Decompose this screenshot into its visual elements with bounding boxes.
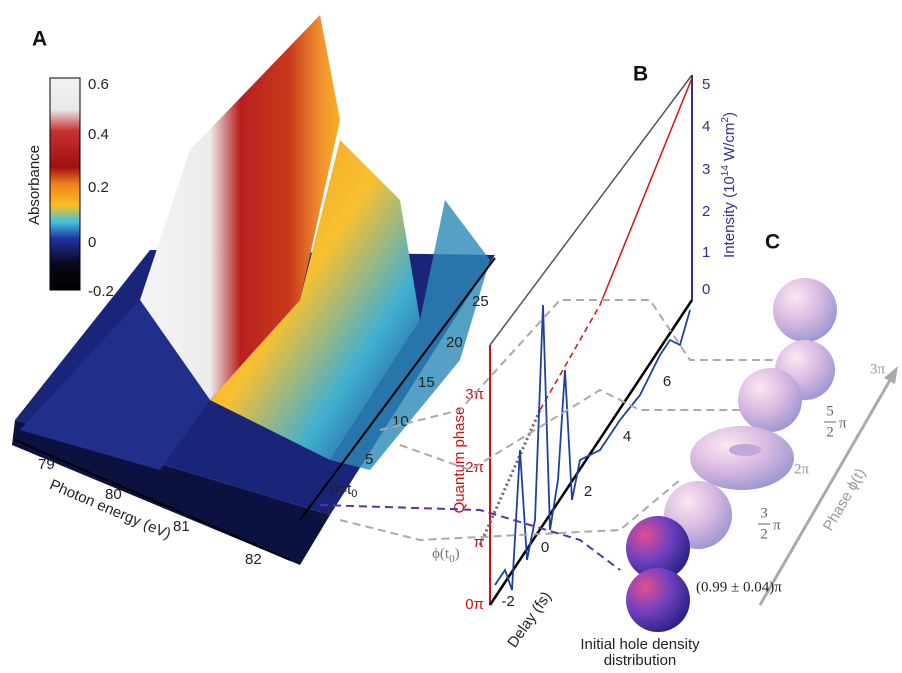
phase-tick: 0π bbox=[465, 596, 484, 613]
intensity-tick: 0 bbox=[702, 281, 710, 298]
delay-tick: 25 bbox=[472, 293, 489, 310]
phase-label: 2π bbox=[794, 461, 810, 477]
arrow-label: Phase ϕ(t) bbox=[820, 465, 869, 533]
intensity-tick: 3 bbox=[702, 161, 710, 178]
colorbar bbox=[50, 78, 80, 290]
delay-tick: 0=t0 bbox=[330, 481, 357, 500]
colorbar-tick: -0.2 bbox=[88, 283, 114, 300]
orbital bbox=[626, 568, 690, 632]
caption: Initial hole density bbox=[580, 636, 700, 653]
delay-tick: 20 bbox=[446, 334, 463, 351]
phase-label: 3π bbox=[870, 361, 886, 377]
denominator: 2 bbox=[826, 424, 834, 440]
x-tick: 82 bbox=[245, 551, 262, 568]
panel-label: A bbox=[32, 28, 47, 51]
surface-plot bbox=[12, 15, 495, 565]
intensity-axis-title: Intensity (1014 W/cm2) bbox=[720, 112, 738, 258]
colorbar-tick: 0.6 bbox=[88, 76, 109, 93]
colorbar-title: Absorbance bbox=[26, 145, 43, 225]
x-tick: 79 bbox=[38, 456, 55, 473]
figure: A Absorbance Photon energy (eV) 0=t0 -5 … bbox=[0, 0, 902, 673]
numerator: 5 bbox=[826, 403, 834, 419]
pi: π bbox=[839, 415, 847, 431]
caption: distribution bbox=[604, 652, 677, 669]
intensity-tick: 4 bbox=[702, 118, 710, 135]
intensity-tick: 5 bbox=[702, 76, 710, 93]
intensity-tick: 2 bbox=[702, 203, 710, 220]
orbital bbox=[690, 426, 794, 490]
pi: π bbox=[773, 517, 781, 533]
connector bbox=[340, 480, 680, 540]
intensity-tick: 1 bbox=[702, 244, 710, 261]
initial-phase: (0.99 ± 0.04)π bbox=[696, 579, 782, 595]
delay-tick: 4 bbox=[623, 428, 631, 445]
orbital-dimple bbox=[729, 444, 761, 456]
delay-tick: 10 bbox=[392, 413, 409, 430]
delay-tick: -2 bbox=[501, 593, 514, 610]
phi-t0-label: ϕ(t0) bbox=[432, 546, 460, 564]
x-tick: 80 bbox=[105, 486, 122, 503]
denominator: 2 bbox=[760, 526, 768, 542]
delay-tick: 6 bbox=[663, 373, 671, 390]
numerator: 3 bbox=[760, 505, 768, 521]
frame-line bbox=[490, 75, 692, 345]
delay-tick: -5 bbox=[315, 506, 328, 523]
delay-tick: 2 bbox=[584, 483, 592, 500]
arrow-head bbox=[884, 366, 898, 384]
panel-label: C bbox=[765, 231, 780, 254]
colorbar-tick: 0 bbox=[88, 234, 96, 251]
x-tick: 81 bbox=[173, 518, 190, 535]
panel-label: B bbox=[633, 63, 648, 86]
colorbar-tick: 0.4 bbox=[88, 126, 109, 143]
phase-line bbox=[540, 305, 600, 410]
orbital bbox=[773, 278, 837, 342]
colorbar-tick: 0.2 bbox=[88, 179, 109, 196]
orbital bbox=[738, 368, 802, 432]
delay-tick: 5 bbox=[365, 451, 373, 468]
delay-tick: 15 bbox=[418, 374, 435, 391]
delay-tick: 0 bbox=[541, 539, 549, 556]
phase-line bbox=[600, 78, 692, 305]
